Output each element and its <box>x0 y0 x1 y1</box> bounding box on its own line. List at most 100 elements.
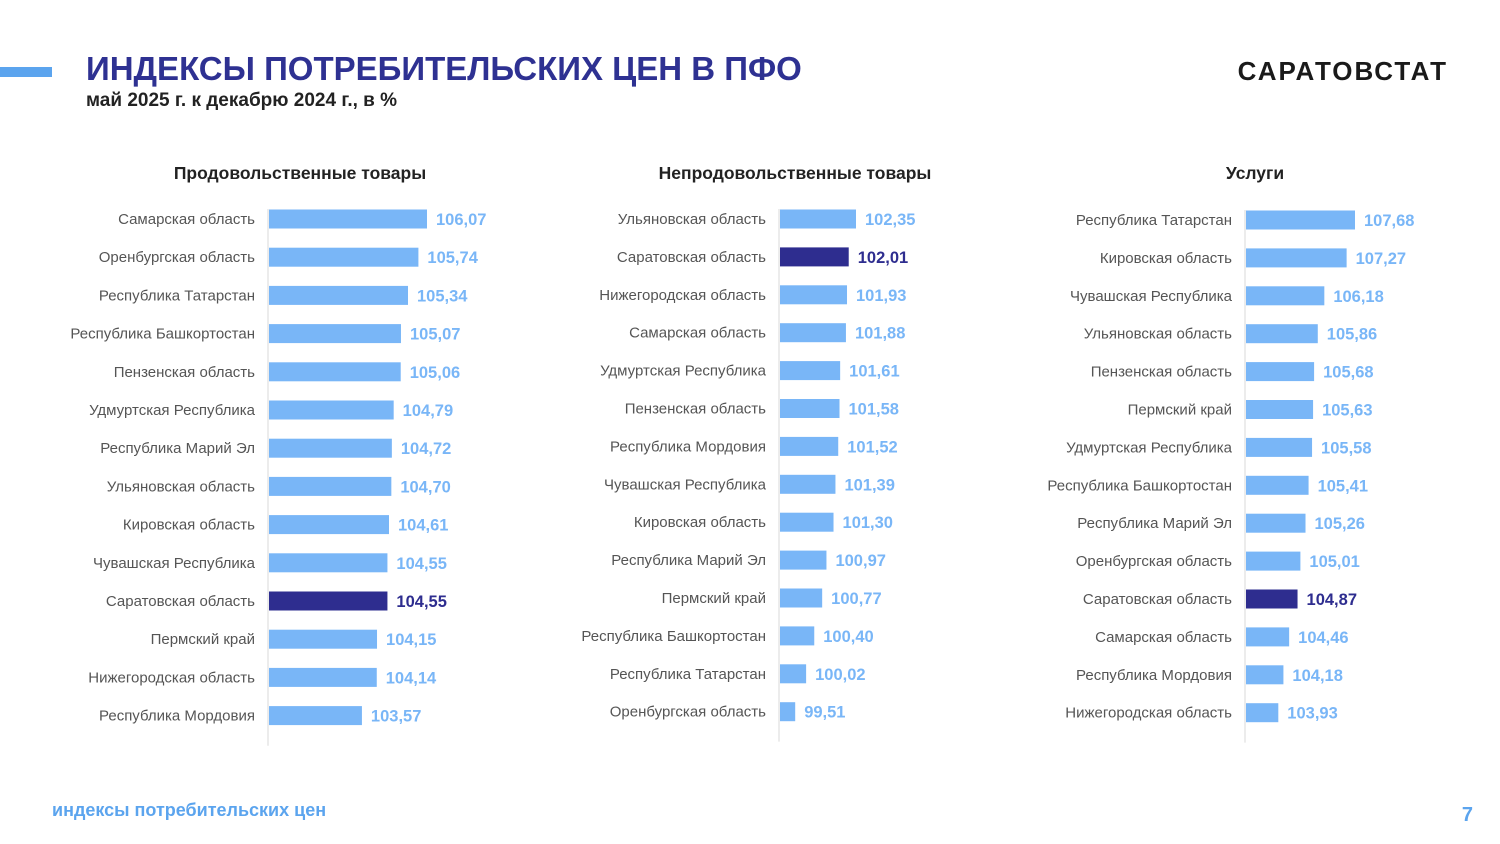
bar <box>780 702 796 722</box>
page-subtitle: май 2025 г. к декабрю 2024 г., в % <box>86 90 398 111</box>
category-label: Саратовская область <box>106 593 255 610</box>
category-label: Пензенская область <box>114 364 255 381</box>
chart-title-services: Услуги <box>1225 163 1285 183</box>
bar <box>780 436 839 456</box>
bar <box>1246 513 1306 533</box>
category-label: Самарская область <box>629 325 766 342</box>
page-number: 7 <box>1461 804 1473 826</box>
value-label: 105,68 <box>1323 364 1373 382</box>
value-label: 104,87 <box>1307 591 1357 609</box>
value-label: 104,72 <box>401 440 451 458</box>
bar <box>780 626 815 646</box>
category-label: Самарская область <box>1095 629 1232 646</box>
category-label: Оренбургская область <box>610 704 766 721</box>
value-label: 104,79 <box>403 402 453 420</box>
page-title: ИНДЕКСЫ ПОТРЕБИТЕЛЬСКИХ ЦЕН В ПФО <box>86 50 802 87</box>
bar <box>780 512 834 532</box>
category-label: Пензенская область <box>625 401 766 418</box>
bar <box>1246 210 1355 230</box>
bar <box>1246 551 1301 571</box>
category-label: Удмуртская Республика <box>89 402 256 419</box>
value-label: 104,14 <box>386 669 437 687</box>
bar <box>269 247 419 267</box>
value-label: 104,55 <box>396 593 446 611</box>
category-label: Республика Татарстан <box>99 287 255 304</box>
category-label: Пермский край <box>1128 402 1232 419</box>
category-label: Удмуртская Республика <box>1066 439 1233 456</box>
category-label: Ульяновская область <box>618 211 766 228</box>
bar <box>780 588 823 608</box>
bar <box>1246 437 1313 457</box>
category-label: Республика Татарстан <box>610 666 766 683</box>
value-label: 105,86 <box>1327 326 1377 344</box>
bar <box>1246 362 1315 382</box>
chart-title-food: Продовольственные товары <box>173 163 427 183</box>
footer-text: индексы потребительских цен <box>52 800 327 820</box>
bar <box>269 667 377 687</box>
bar <box>780 209 856 229</box>
value-label: 101,93 <box>856 287 906 305</box>
category-label: Пермский край <box>662 590 766 607</box>
value-label: 100,02 <box>815 666 865 684</box>
value-label: 104,70 <box>400 478 450 496</box>
bar <box>780 247 849 267</box>
bar <box>1246 248 1347 268</box>
category-label: Саратовская область <box>1083 591 1232 608</box>
value-label: 105,74 <box>427 249 478 267</box>
category-label: Республика Марий Эл <box>1077 515 1232 532</box>
value-label: 105,07 <box>410 326 460 344</box>
bar <box>1246 475 1309 495</box>
value-label: 106,18 <box>1333 288 1383 306</box>
value-label: 107,27 <box>1356 250 1406 268</box>
bar <box>269 515 389 535</box>
value-label: 105,41 <box>1318 477 1368 495</box>
bar <box>780 285 848 305</box>
category-label: Ульяновская область <box>1084 326 1232 343</box>
category-label: Республика Башкортостан <box>581 628 766 645</box>
bar <box>780 474 836 494</box>
value-label: 100,77 <box>831 590 881 608</box>
value-label: 102,35 <box>865 211 915 229</box>
value-label: 101,88 <box>855 325 905 343</box>
category-label: Нижегородская область <box>599 287 766 304</box>
bar <box>269 324 401 344</box>
chart-food: Продовольственные товары Самарская облас… <box>0 155 500 755</box>
bar <box>1246 324 1318 344</box>
category-label: Чувашская Республика <box>604 476 767 493</box>
bar <box>1246 627 1290 647</box>
value-label: 104,15 <box>386 631 436 649</box>
value-label: 106,07 <box>436 211 486 229</box>
bar <box>269 706 362 726</box>
category-label: Республика Марий Эл <box>611 552 766 569</box>
category-label: Республика Мордовия <box>99 708 255 725</box>
category-label: Чувашская Республика <box>93 555 256 572</box>
chart-nonfood-svg: Ульяновская область 102,35 Саратовская обл… <box>581 209 915 742</box>
category-label: Кировская область <box>1100 250 1232 267</box>
category-label: Республика Татарстан <box>1076 212 1232 229</box>
bar <box>1246 703 1279 723</box>
bar <box>269 362 401 382</box>
value-label: 104,61 <box>398 517 448 535</box>
bar <box>1246 589 1298 609</box>
category-label: Пензенская область <box>1091 364 1232 381</box>
value-label: 101,61 <box>849 363 899 381</box>
bar <box>269 553 388 573</box>
bar <box>780 399 840 418</box>
bar <box>780 550 827 570</box>
category-label: Оренбургская область <box>1076 553 1232 570</box>
value-label: 99,51 <box>804 704 845 722</box>
chart-services-svg: Республика Татарстан 107,68 Кировская обла… <box>1047 210 1414 743</box>
category-label: Кировская область <box>123 517 255 534</box>
bar <box>269 400 394 420</box>
bar <box>1246 286 1325 306</box>
bar <box>269 591 388 611</box>
bar <box>780 323 846 343</box>
value-label: 105,34 <box>417 287 468 305</box>
category-label: Нижегородская область <box>88 669 255 686</box>
category-label: Нижегородская область <box>1065 705 1232 722</box>
bar <box>269 285 408 305</box>
value-label: 102,01 <box>858 249 908 267</box>
accent-bar <box>0 67 52 77</box>
category-label: Чувашская Республика <box>1070 288 1233 305</box>
category-label: Республика Башкортостан <box>1047 477 1232 494</box>
